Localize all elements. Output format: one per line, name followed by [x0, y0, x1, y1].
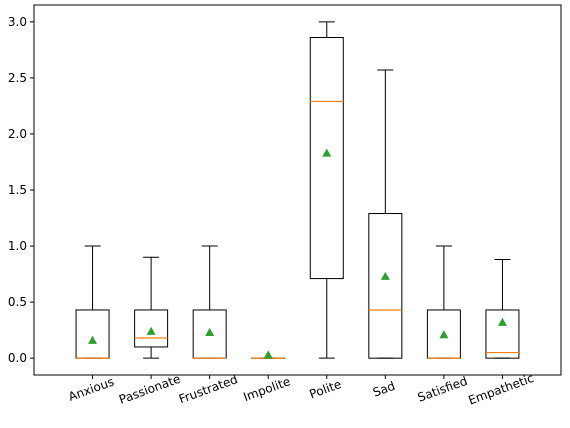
box-group-anxious — [76, 246, 109, 358]
box-group-impolite — [252, 350, 285, 358]
mean-marker — [439, 330, 448, 338]
x-tick-label: Polite — [308, 377, 344, 401]
y-tick-label: 2.5 — [8, 71, 27, 85]
y-tick-label: 1.0 — [8, 239, 27, 253]
box-group-satisfied — [427, 246, 460, 358]
box-group-frustrated — [193, 246, 226, 358]
x-tick-label: Satisfied — [416, 374, 469, 405]
iqr-box — [310, 38, 343, 279]
mean-marker — [322, 149, 331, 157]
box-group-sad — [369, 70, 402, 358]
x-tick-label: Sad — [371, 379, 397, 400]
iqr-box — [369, 214, 402, 359]
box-group-passionate — [135, 257, 168, 358]
x-tick-label: Empathetic — [466, 371, 535, 408]
mean-marker — [88, 336, 97, 344]
mean-marker — [264, 350, 273, 358]
plot-items — [76, 22, 519, 359]
x-tick-label: Passionate — [117, 372, 182, 407]
plot-frame — [34, 5, 561, 375]
y-tick-label: 3.0 — [8, 15, 27, 29]
mean-marker — [498, 318, 507, 326]
y-tick-label: 0.0 — [8, 351, 27, 365]
y-axis: 0.0 0.5 1.0 1.5 2.0 2.5 3.0 — [8, 15, 34, 365]
x-tick-label: Frustrated — [177, 372, 240, 406]
box-group-polite — [310, 22, 343, 358]
y-tick-label: 1.5 — [8, 183, 27, 197]
y-tick-label: 0.5 — [8, 295, 27, 309]
box-group-empathetic — [486, 260, 519, 359]
mean-marker — [147, 327, 156, 335]
x-tick-label: Impolite — [241, 374, 292, 404]
mean-marker — [205, 328, 214, 336]
x-tick-label: Anxious — [66, 375, 115, 404]
y-tick-label: 2.0 — [8, 127, 27, 141]
iqr-box — [486, 310, 519, 358]
iqr-box — [76, 310, 109, 358]
mean-marker — [381, 272, 390, 280]
